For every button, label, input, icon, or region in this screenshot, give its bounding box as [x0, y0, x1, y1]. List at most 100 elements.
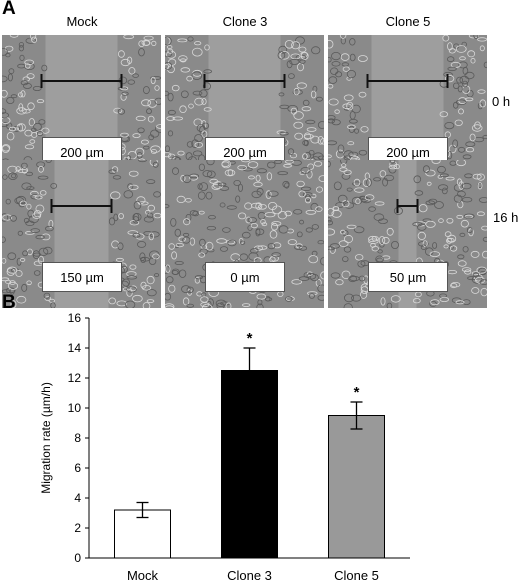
cell: [328, 208, 335, 217]
cell: [247, 161, 259, 169]
cell: [468, 35, 479, 39]
cell: [138, 40, 145, 47]
cell: [257, 245, 268, 250]
cell: [178, 236, 186, 242]
cell: [415, 291, 422, 298]
cell: [174, 261, 184, 266]
cell: [26, 203, 32, 210]
distance-label: 50 µm: [368, 262, 448, 292]
column-label-clone-3: Clone 3: [222, 14, 268, 29]
cell: [166, 50, 177, 59]
cell: [458, 146, 466, 153]
cell: [184, 198, 192, 203]
cell: [389, 160, 396, 164]
cell: [150, 149, 157, 155]
cell: [354, 128, 360, 134]
cell: [219, 202, 226, 208]
cell: [235, 195, 241, 203]
cell: [289, 58, 300, 65]
cell: [108, 169, 117, 175]
cell: [41, 127, 50, 134]
cell: [136, 152, 143, 159]
cell: [331, 51, 341, 61]
cell: [268, 202, 278, 211]
cell: [300, 186, 312, 191]
cell: [15, 270, 23, 277]
cell: [174, 228, 181, 237]
cell: [462, 80, 469, 88]
cell: [282, 180, 290, 188]
y-tick-label: 8: [74, 431, 81, 445]
cell: [320, 257, 324, 266]
cell: [140, 139, 149, 145]
cell: [150, 145, 161, 153]
cell: [150, 76, 161, 80]
cell: [428, 198, 438, 205]
cell: [477, 37, 487, 42]
cell: [120, 58, 131, 67]
cell: [203, 69, 213, 74]
cell: [122, 278, 131, 287]
cell: [247, 225, 253, 231]
cell: [302, 153, 308, 160]
cell: [200, 296, 209, 303]
cell: [8, 172, 18, 181]
y-tick-label: 0: [74, 551, 81, 565]
cell: [149, 160, 158, 166]
cell: [328, 246, 335, 251]
cell: [256, 168, 268, 174]
cell: [36, 131, 44, 137]
cell: [390, 295, 401, 303]
cell: [111, 240, 120, 249]
cell: [33, 270, 41, 276]
cell: [50, 302, 56, 308]
cell: [178, 269, 187, 278]
cell: [269, 230, 278, 239]
cell: [196, 124, 206, 132]
cell: [300, 166, 311, 174]
cell: [277, 51, 286, 60]
cell: [30, 127, 37, 132]
cell: [202, 122, 210, 129]
cell: [296, 82, 307, 89]
cell: [473, 272, 480, 277]
cell: [457, 85, 463, 93]
cell: [137, 127, 145, 134]
cell: [347, 141, 355, 146]
cell: [206, 160, 215, 166]
cell: [206, 170, 216, 179]
cell: [182, 236, 191, 244]
cell: [45, 160, 52, 163]
cell: [139, 252, 146, 261]
cell: [2, 258, 7, 264]
cell: [388, 164, 398, 170]
cell: [199, 89, 208, 98]
cell: [338, 240, 349, 247]
cell: [343, 234, 353, 244]
cell: [171, 268, 180, 275]
cell: [199, 248, 208, 255]
cell: [225, 302, 232, 308]
cell: [186, 141, 194, 148]
cell: [471, 124, 483, 132]
cell: [194, 275, 204, 280]
cell: [153, 212, 161, 219]
cell: [389, 161, 398, 168]
cell: [328, 228, 336, 236]
cell: [27, 102, 35, 110]
cell: [328, 98, 339, 106]
cell: [425, 169, 436, 177]
cell: [341, 270, 351, 279]
cell: [168, 243, 175, 250]
cell: [141, 39, 151, 46]
cell: [277, 211, 288, 220]
cell: [335, 279, 344, 286]
cell: [18, 103, 24, 112]
cell: [165, 36, 172, 46]
cell: [461, 41, 467, 48]
cell: [10, 215, 17, 222]
cell: [9, 35, 19, 38]
cell: [284, 40, 294, 49]
distance-label: 150 µm: [42, 262, 122, 292]
cell: [182, 232, 190, 237]
